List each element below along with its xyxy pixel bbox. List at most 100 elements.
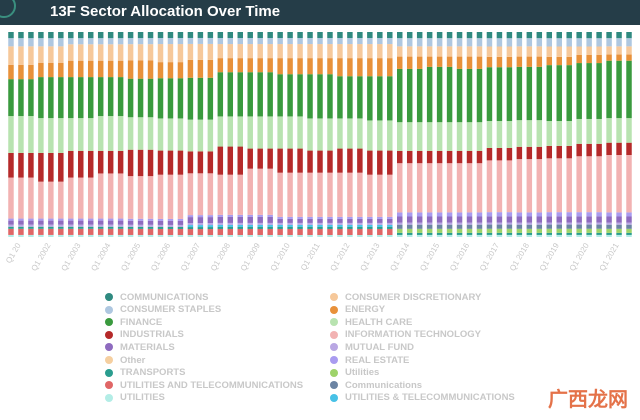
- bar-segment-industrials: [546, 145, 553, 159]
- bar-segment-industrials: [496, 147, 503, 161]
- bar-segment-consumer-discretionary: [307, 44, 313, 59]
- bar-segment-real-estate: [187, 215, 194, 218]
- x-tick-label: Q1 2007: [179, 241, 202, 273]
- bar-segment-materials: [8, 220, 14, 225]
- bar-segment-information-technology: [277, 172, 283, 217]
- bar-segment-finance: [596, 63, 602, 119]
- legend-item-utilities-and-telecommunications[interactable]: UTILITIES AND TELECOMMUNICATIONS: [105, 379, 303, 391]
- bar-segment-consumer-staples: [287, 38, 293, 45]
- bar-segment-communications: [18, 32, 24, 39]
- bar-segment-health-care: [147, 117, 154, 150]
- legend-item-materials[interactable]: MATERIALS: [105, 341, 175, 353]
- bar-segment-communications: [147, 32, 154, 39]
- bar-segment-real-estate: [466, 212, 473, 217]
- bar-segment-finance: [297, 74, 303, 117]
- bar-segment-energy: [446, 56, 453, 67]
- bar-segment-materials: [426, 216, 433, 223]
- x-tick-label: Q1 2009: [239, 241, 262, 273]
- bar-segment-utilities-and-telecommunications: [207, 229, 214, 236]
- bar-segment-materials: [367, 218, 373, 223]
- legend-item-real-estate[interactable]: REAL ESTATE: [330, 354, 409, 366]
- bar-segment-mutual-fund: [397, 222, 403, 225]
- bar-segment-industrials: [327, 150, 333, 173]
- legend-item-utilities-telecommunications[interactable]: UTILITIES & TELECOMMUNICATIONS: [330, 392, 515, 404]
- bar-segment-materials: [78, 220, 84, 225]
- legend-item-communications[interactable]: Communications: [330, 379, 422, 391]
- bar-segment-utilities: [227, 234, 234, 237]
- bar-segment-industrials: [406, 150, 413, 164]
- legend-item-utilities[interactable]: Utilities: [330, 367, 379, 379]
- legend-label: INDUSTRIALS: [120, 329, 184, 341]
- bar-segment-transports: [466, 232, 473, 235]
- legend-item-other[interactable]: Other: [105, 354, 145, 366]
- bar-segment-transports: [87, 226, 94, 229]
- bar-segment-transports: [387, 226, 393, 229]
- legend-item-health-care[interactable]: HEALTH CARE: [330, 316, 412, 328]
- bar-segment-energy: [576, 54, 582, 64]
- bar-segment-communications: [506, 32, 513, 39]
- bar-segment-utilities: [207, 235, 214, 237]
- bar-segment-energy: [107, 60, 114, 78]
- legend-item-information-technology[interactable]: INFORMATION TECHNOLOGY: [330, 329, 481, 341]
- bar-segment-consumer-discretionary: [526, 46, 533, 57]
- bar-segment-consumer-discretionary: [177, 44, 184, 63]
- legend-item-energy[interactable]: ENERGY: [330, 304, 385, 316]
- legend-item-communications[interactable]: COMMUNICATIONS: [105, 291, 208, 303]
- bar-segment-health-care: [227, 116, 234, 147]
- legend-item-mutual-fund[interactable]: MUTUAL FUND: [330, 341, 414, 353]
- bar-segment-energy: [177, 62, 184, 79]
- bar-segment-finance: [327, 74, 333, 119]
- bar-segment-information-technology: [626, 155, 632, 213]
- legend-item-finance[interactable]: FINANCE: [105, 316, 162, 328]
- bar-segment-energy: [257, 58, 263, 73]
- bar-segment-industrials: [177, 150, 184, 175]
- bar-segment-industrials: [287, 148, 293, 173]
- bar-segment-consumer-discretionary: [87, 44, 94, 61]
- bar-segment-consumer-discretionary: [596, 46, 602, 55]
- legend-item-consumer-staples[interactable]: CONSUMER STAPLES: [105, 304, 221, 316]
- bar-segment-materials: [606, 216, 612, 223]
- bar-segment-utilities: [466, 228, 473, 233]
- bar-segment-mutual-fund: [277, 222, 283, 225]
- bar-segment-finance: [58, 77, 64, 119]
- bar-segment-consumer-discretionary: [317, 44, 323, 59]
- legend-item-utilities[interactable]: UTILITIES: [105, 392, 165, 404]
- bar-segment-industrials: [586, 143, 592, 157]
- bar-segment-consumer-discretionary: [97, 44, 104, 61]
- legend-item-consumer-discretionary[interactable]: CONSUMER DISCRETIONARY: [330, 291, 481, 303]
- bar-segment-health-care: [267, 116, 273, 149]
- bar-segment-industrials: [227, 146, 234, 175]
- bar-segment-energy: [68, 60, 74, 78]
- bar-segment-health-care: [476, 122, 483, 151]
- bar-segment-utilities: [347, 234, 353, 237]
- bar-segment-finance: [317, 74, 323, 119]
- bar-segment-mutual-fund: [78, 224, 84, 227]
- bar-segment-utilities: [526, 234, 533, 237]
- bar-segment-consumer-staples: [596, 38, 602, 47]
- bar-segment-utilities-telecommunications: [267, 224, 273, 227]
- bar-segment-consumer-discretionary: [18, 46, 24, 65]
- bar-segment-materials: [287, 218, 293, 223]
- bar-segment-health-care: [197, 119, 204, 152]
- bar-segment-utilities: [38, 234, 44, 237]
- bar-segment-materials: [616, 216, 622, 223]
- bar-segment-communications: [436, 224, 443, 229]
- legend-item-industrials[interactable]: INDUSTRIALS: [105, 329, 184, 341]
- bar-segment-energy: [596, 54, 602, 64]
- bar-segment-utilities-telecommunications: [317, 224, 323, 227]
- legend-item-transports[interactable]: TRANSPORTS: [105, 367, 185, 379]
- bar-segment-consumer-staples: [227, 38, 234, 45]
- bar-segment-finance: [496, 67, 503, 122]
- bar-segment-mutual-fund: [496, 222, 503, 225]
- bar-segment-information-technology: [107, 173, 114, 219]
- bar-segment-transports: [626, 232, 632, 235]
- bar-segment-consumer-discretionary: [58, 46, 64, 63]
- bar-segment-energy: [137, 60, 144, 79]
- bar-segment-communications: [377, 32, 383, 39]
- bar-segment-consumer-staples: [367, 38, 373, 45]
- bar-segment-utilities-telecommunications: [337, 224, 343, 227]
- bar-segment-health-care: [367, 120, 373, 151]
- bar-segment-information-technology: [576, 156, 582, 213]
- bar-segment-real-estate: [237, 214, 243, 217]
- bar-segment-communications: [87, 32, 94, 39]
